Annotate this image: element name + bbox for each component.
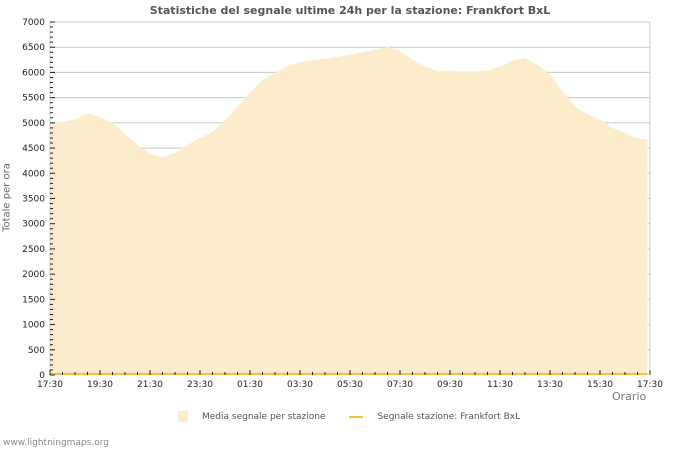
svg-text:1500: 1500	[22, 295, 45, 305]
svg-text:17:30: 17:30	[37, 380, 63, 390]
y-axis-label: Totale per ora	[1, 163, 13, 232]
x-axis-ticks: 17:30 19:30 21:30 23:30 01:30 03:30 05:30 07:30…	[37, 370, 663, 390]
svg-text:01:30: 01:30	[237, 380, 263, 390]
x-axis-label: Orario	[612, 390, 647, 403]
svg-text:4500: 4500	[22, 144, 45, 154]
area-swatch-icon	[178, 411, 188, 422]
average-signal-area	[50, 46, 648, 375]
svg-text:09:30: 09:30	[437, 380, 463, 390]
legend-label-station: Segnale stazione: Frankfort BxL	[377, 411, 521, 422]
svg-text:15:30: 15:30	[587, 380, 613, 390]
legend-item-average: Media segnale per stazione	[178, 411, 325, 422]
svg-text:500: 500	[28, 346, 45, 356]
svg-text:6500: 6500	[22, 43, 45, 53]
legend-label-average: Media segnale per stazione	[202, 411, 326, 422]
svg-text:2000: 2000	[22, 270, 45, 280]
footer-credit: www.lightningmaps.org	[3, 438, 109, 448]
svg-text:3500: 3500	[22, 195, 45, 205]
svg-text:5500: 5500	[22, 94, 45, 104]
svg-text:13:30: 13:30	[537, 380, 563, 390]
line-swatch-icon	[349, 415, 364, 418]
svg-text:0: 0	[39, 371, 45, 381]
svg-text:07:30: 07:30	[387, 380, 413, 390]
svg-text:1000: 1000	[22, 321, 45, 331]
chart-title: Statistiche del segnale ultime 24h per l…	[149, 4, 551, 17]
svg-text:23:30: 23:30	[187, 380, 213, 390]
svg-text:6000: 6000	[22, 68, 45, 78]
legend: Media segnale per stazione Segnale stazi…	[178, 411, 520, 422]
svg-text:05:30: 05:30	[337, 380, 363, 390]
legend-item-station: Segnale stazione: Frankfort BxL	[325, 412, 520, 422]
svg-text:7000: 7000	[22, 18, 45, 28]
svg-text:17:30: 17:30	[637, 380, 663, 390]
svg-text:11:30: 11:30	[487, 380, 513, 390]
svg-text:03:30: 03:30	[287, 380, 313, 390]
svg-text:21:30: 21:30	[137, 380, 163, 390]
svg-text:3000: 3000	[22, 220, 45, 230]
y-axis-ticks: 0 500 1000 1500 2000 2500 3000 3500 4000 4500 5000…	[22, 18, 55, 381]
svg-text:5000: 5000	[22, 119, 45, 129]
svg-text:19:30: 19:30	[87, 380, 113, 390]
svg-text:4000: 4000	[22, 169, 45, 179]
svg-text:2500: 2500	[22, 245, 45, 255]
